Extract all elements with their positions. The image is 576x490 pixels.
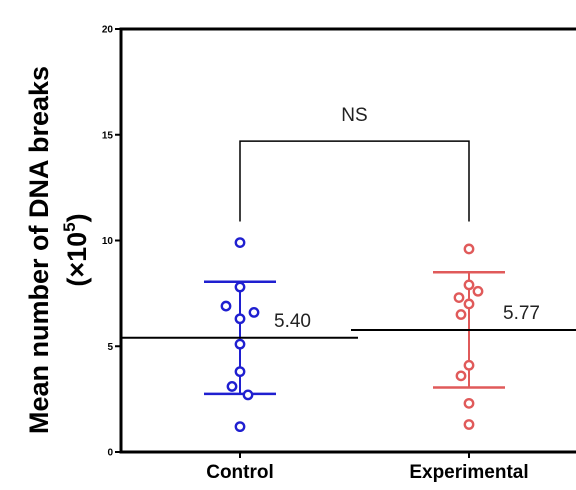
y-tick-label: 10 xyxy=(102,236,114,247)
data-point xyxy=(234,281,246,293)
y-tick-label: 5 xyxy=(107,342,113,353)
data-point xyxy=(234,237,246,249)
data-point xyxy=(226,381,238,392)
data-point xyxy=(453,292,465,304)
data-point xyxy=(463,359,475,371)
x-tick-label: Experimental xyxy=(409,462,528,483)
y-axis-title-line2: (×105) xyxy=(60,213,92,286)
data-point xyxy=(248,307,260,318)
significance-bracket xyxy=(239,140,470,222)
data-point xyxy=(463,243,475,255)
data-point xyxy=(463,279,475,291)
y-tick-label: 15 xyxy=(102,130,114,141)
mean-value-label: 5.77 xyxy=(503,303,540,324)
data-point xyxy=(220,300,232,312)
data-point xyxy=(234,313,246,325)
y-axis-title: Mean number of DNA breaks (×105) xyxy=(24,66,92,434)
data-point xyxy=(463,397,475,409)
y-tick-label: 0 xyxy=(107,448,113,459)
data-point xyxy=(463,419,475,430)
data-point xyxy=(472,285,484,297)
mean-value-label: 5.40 xyxy=(274,311,311,332)
data-point xyxy=(234,421,246,433)
x-tick-label: Control xyxy=(206,462,274,483)
data-point xyxy=(234,338,246,350)
data-point xyxy=(234,366,246,378)
data-point xyxy=(242,389,254,401)
significance-label: NS xyxy=(341,105,367,126)
y-axis-title-line1: Mean number of DNA breaks xyxy=(24,66,54,434)
plot-area: 0 5 10 15 20 Control Experimental 5.40 5.77 NS xyxy=(102,25,576,483)
data-point xyxy=(455,309,467,320)
data-point xyxy=(455,370,467,382)
y-tick-label: 20 xyxy=(102,25,114,36)
data-point xyxy=(463,298,475,310)
